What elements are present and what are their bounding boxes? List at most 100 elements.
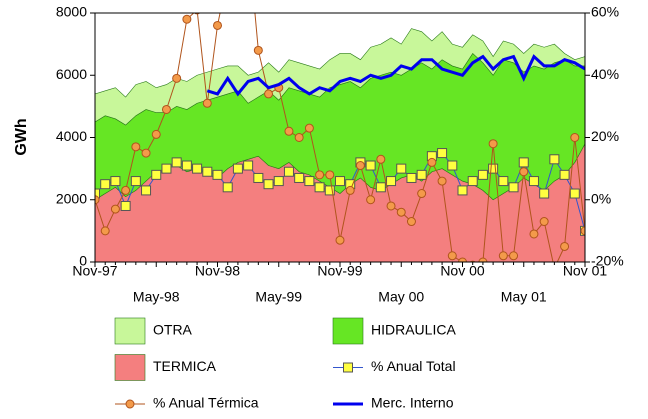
marker: [396, 163, 407, 174]
marker: [151, 129, 161, 139]
marker: [212, 169, 223, 180]
marker: [141, 148, 151, 158]
marker: [457, 185, 468, 196]
marker: [141, 185, 152, 196]
y2-tick-label: 0%: [591, 190, 611, 206]
marker: [580, 226, 585, 236]
legend-swatch: [114, 317, 146, 345]
marker: [508, 182, 519, 193]
marker: [232, 163, 243, 174]
y-tick-label: 0: [79, 253, 87, 269]
marker: [437, 176, 447, 186]
marker: [130, 176, 141, 187]
marker: [386, 176, 397, 187]
marker: [171, 157, 182, 168]
marker: [417, 189, 427, 199]
marker: [427, 157, 437, 167]
marker: [437, 148, 448, 159]
marker: [335, 235, 345, 245]
x-tick-label: Nov 01: [563, 263, 608, 279]
marker: [416, 169, 427, 180]
marker: [488, 139, 498, 149]
marker: [161, 163, 172, 174]
y-tick-label: 4000: [56, 128, 87, 144]
x-tick-label: May 00: [378, 289, 424, 305]
marker: [355, 161, 365, 171]
legend-label: TERMICA: [153, 358, 217, 374]
marker: [478, 257, 488, 262]
marker: [294, 133, 304, 142]
marker: [498, 251, 508, 261]
legend-label: % Anual Térmica: [153, 395, 259, 411]
marker: [529, 229, 539, 239]
legend-swatch: [114, 354, 146, 381]
marker: [376, 154, 386, 164]
marker: [447, 251, 457, 261]
x-tick-label: May-98: [133, 289, 180, 305]
marker: [335, 176, 345, 187]
marker: [518, 157, 529, 168]
x-tick-label: Nov 00: [440, 263, 485, 279]
marker: [100, 179, 111, 190]
marker: [509, 251, 519, 261]
line: [206, 54, 585, 97]
marker: [539, 188, 550, 199]
marker: [314, 182, 325, 193]
marker: [406, 172, 417, 183]
marker: [151, 169, 162, 180]
marker: [559, 169, 570, 180]
marker: [477, 169, 488, 180]
marker: [283, 166, 294, 177]
legend-label: OTRA: [153, 322, 193, 338]
marker: [192, 163, 203, 174]
marker: [263, 179, 274, 190]
marker: [121, 185, 131, 195]
marker: [365, 160, 376, 171]
marker: [366, 195, 376, 205]
legend-label: HIDRAULICA: [371, 322, 456, 338]
marker: [131, 142, 141, 152]
marker: [315, 170, 325, 180]
marker: [253, 45, 263, 55]
marker: [243, 160, 254, 171]
marker: [569, 188, 580, 199]
legend-marker: [125, 399, 135, 409]
marker: [560, 241, 570, 251]
marker: [406, 217, 416, 227]
x-tick-label: May-99: [255, 289, 302, 305]
plot-area: [95, 13, 585, 272]
y-axis-title: GWh: [13, 118, 30, 155]
legend-label: Merc. Interno: [371, 395, 454, 411]
marker: [202, 166, 213, 177]
marker: [95, 195, 100, 205]
y2-tick-label: -20%: [591, 253, 624, 269]
marker: [488, 163, 499, 174]
marker: [386, 201, 396, 211]
marker: [95, 188, 100, 199]
marker: [202, 98, 212, 108]
legend-marker: [343, 362, 353, 373]
marker: [539, 217, 549, 227]
marker: [498, 176, 509, 187]
marker: [345, 185, 355, 195]
y2-tick-label: 40%: [591, 66, 619, 82]
area: [95, 28, 585, 126]
marker: [467, 176, 478, 187]
y2-tick-label: 20%: [591, 128, 619, 144]
marker: [182, 14, 192, 24]
marker: [447, 160, 458, 171]
marker: [294, 172, 305, 183]
y-tick-label: 2000: [56, 190, 87, 206]
marker: [396, 207, 406, 217]
y2-tick-label: 60%: [591, 4, 619, 20]
marker: [161, 104, 171, 114]
marker: [100, 226, 110, 236]
legend-label: % Anual Total: [371, 358, 456, 374]
marker: [172, 73, 182, 83]
marker: [528, 176, 539, 187]
marker: [264, 89, 274, 99]
marker: [181, 160, 192, 171]
marker: [550, 264, 558, 272]
x-tick-label: Nov-97: [72, 263, 117, 279]
